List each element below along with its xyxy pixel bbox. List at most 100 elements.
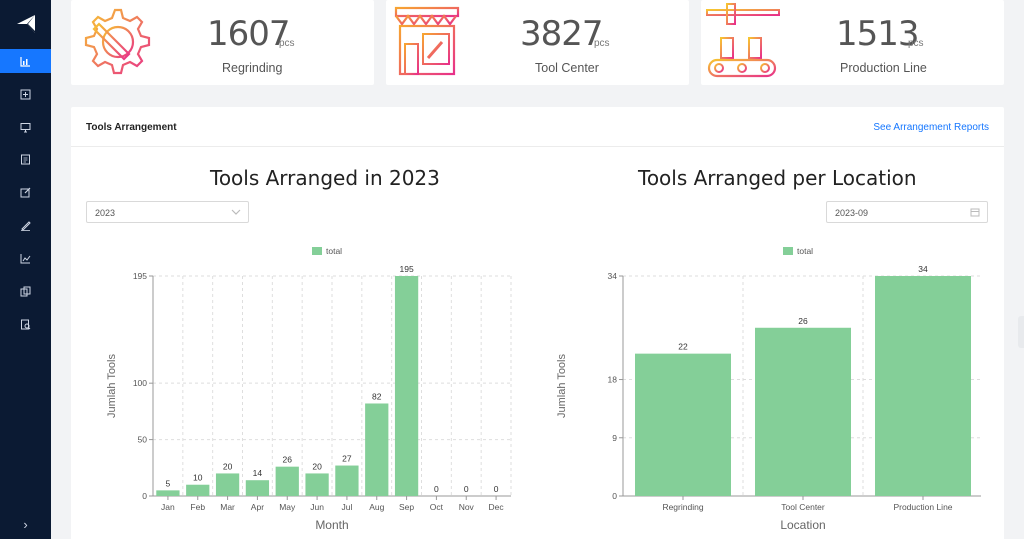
calendar-icon — [970, 208, 980, 217]
chart-icon — [20, 56, 30, 67]
y-tick-label: 100 — [133, 378, 147, 388]
x-tick-label: Aug — [369, 502, 384, 512]
y-axis-title: Jumlah Tools — [556, 354, 568, 418]
sidebar-item-copy[interactable] — [0, 279, 51, 303]
data-label: 10 — [193, 473, 203, 483]
tools-arrangement-panel: Tools Arrangement See Arrangement Report… — [71, 107, 1004, 539]
y-tick-label: 0 — [142, 491, 147, 501]
line-chart-icon — [20, 253, 31, 263]
report-icon — [21, 319, 31, 329]
x-tick-label: Jan — [161, 502, 175, 512]
monthly-bar-chart: 0 50 100 195 5 Jan 10 Feb 20 Mar 14 Apr 26 May 20 Jun 27… — [106, 247, 512, 532]
left-chart-title: Tools Arranged in 2023 — [210, 166, 440, 190]
x-tick-label: Jun — [310, 502, 324, 512]
data-label: 20 — [223, 461, 233, 471]
x-tick-label: May — [279, 502, 296, 512]
bar — [186, 484, 210, 496]
copy-icon — [20, 286, 31, 296]
app-logo[interactable] — [0, 0, 51, 48]
sidebar-item-chart[interactable] — [0, 49, 51, 73]
expand-sidebar-button[interactable]: › — [23, 516, 28, 532]
monitor-icon — [20, 122, 31, 132]
right-chart-title: Tools Arranged per Location — [638, 166, 917, 190]
y-tick-label: 18 — [608, 375, 618, 385]
x-tick-label: Tool Center — [781, 502, 825, 512]
y-tick-label: 195 — [133, 271, 147, 281]
sidebar-item-pencil[interactable] — [0, 213, 51, 237]
data-label: 22 — [678, 342, 688, 352]
stat-value: 1607 — [207, 14, 291, 54]
bar — [394, 276, 419, 496]
data-label: 26 — [798, 316, 808, 326]
panel-header: Tools Arrangement See Arrangement Report… — [71, 107, 1004, 147]
stat-label: Regrinding — [222, 61, 283, 75]
pencil-icon — [21, 220, 31, 231]
legend-label: total — [326, 247, 342, 256]
x-tick-label: Regrinding — [662, 502, 703, 512]
stat-label: Production Line — [840, 61, 927, 75]
data-label: 195 — [399, 264, 413, 274]
conveyor-icon — [706, 3, 780, 78]
y-tick-label: 9 — [612, 433, 617, 443]
month-date-picker[interactable]: 2023-09 — [826, 201, 988, 223]
add-box-icon — [20, 89, 31, 99]
sidebar-item-edit-box[interactable] — [0, 180, 51, 204]
y-tick-label: 0 — [612, 491, 617, 501]
bar — [275, 466, 299, 496]
legend-label: total — [797, 247, 813, 256]
bar — [305, 473, 329, 496]
bar — [365, 403, 389, 496]
sidebar-item-list[interactable] — [0, 147, 51, 171]
see-arrangement-reports-link[interactable]: See Arrangement Reports — [873, 122, 989, 133]
gear-wrench-icon — [84, 8, 151, 75]
stat-value: 1513 — [836, 14, 920, 54]
data-label: 26 — [283, 455, 293, 465]
sidebar-item-monitor[interactable] — [0, 115, 51, 139]
y-tick-label: 34 — [608, 271, 618, 281]
date-picker-value: 2023-09 — [835, 208, 869, 218]
sidebar-item-report[interactable] — [0, 312, 51, 336]
sidebar-item-line-chart[interactable] — [0, 246, 51, 270]
data-label: 5 — [166, 478, 171, 488]
x-tick-label: Apr — [251, 502, 264, 512]
stat-unit: pcs — [908, 38, 924, 49]
year-select[interactable]: 2023 — [86, 201, 249, 223]
year-select-value: 2023 — [95, 208, 116, 218]
bar — [875, 276, 971, 496]
x-tick-label: Sep — [399, 502, 414, 512]
panel-title: Tools Arrangement — [86, 122, 177, 133]
data-label: 14 — [253, 468, 263, 478]
data-label: 82 — [372, 391, 382, 401]
y-tick-label: 50 — [138, 435, 148, 445]
bar — [215, 473, 240, 496]
sidebar: › — [0, 0, 51, 539]
legend-swatch — [312, 247, 322, 255]
x-tick-label: Feb — [190, 502, 205, 512]
bar — [156, 490, 180, 496]
x-axis-title: Month — [315, 518, 348, 532]
bar — [335, 465, 359, 496]
logo-icon — [16, 15, 35, 33]
data-label: 20 — [312, 461, 322, 471]
stat-label: Tool Center — [535, 61, 599, 75]
stat-card-tool-center: 3827 pcs Tool Center — [386, 0, 689, 85]
x-tick-label: Mar — [220, 502, 235, 512]
bar — [245, 480, 270, 496]
data-label: 0 — [434, 484, 439, 494]
location-bar-chart: 0 9 18 34 22 Regrinding 26 Tool Center 34 Product… — [556, 247, 981, 532]
tool-shop-icon — [394, 6, 460, 76]
data-label: 0 — [494, 484, 499, 494]
x-axis-title: Location — [780, 518, 825, 532]
edit-box-icon — [20, 187, 31, 197]
stat-value: 3827 — [520, 14, 604, 54]
x-tick-label: Jul — [341, 502, 352, 512]
chevron-down-icon — [231, 209, 241, 215]
stat-card-regrinding: 1607 pcs Regrinding — [71, 0, 374, 85]
x-tick-label: Dec — [489, 502, 505, 512]
edge-collapse-handle[interactable] — [1018, 316, 1024, 348]
stat-unit: pcs — [594, 38, 610, 49]
sidebar-item-add-box[interactable] — [0, 82, 51, 106]
list-icon — [21, 154, 30, 164]
data-label: 34 — [918, 264, 928, 274]
x-tick-label: Production Line — [893, 502, 952, 512]
